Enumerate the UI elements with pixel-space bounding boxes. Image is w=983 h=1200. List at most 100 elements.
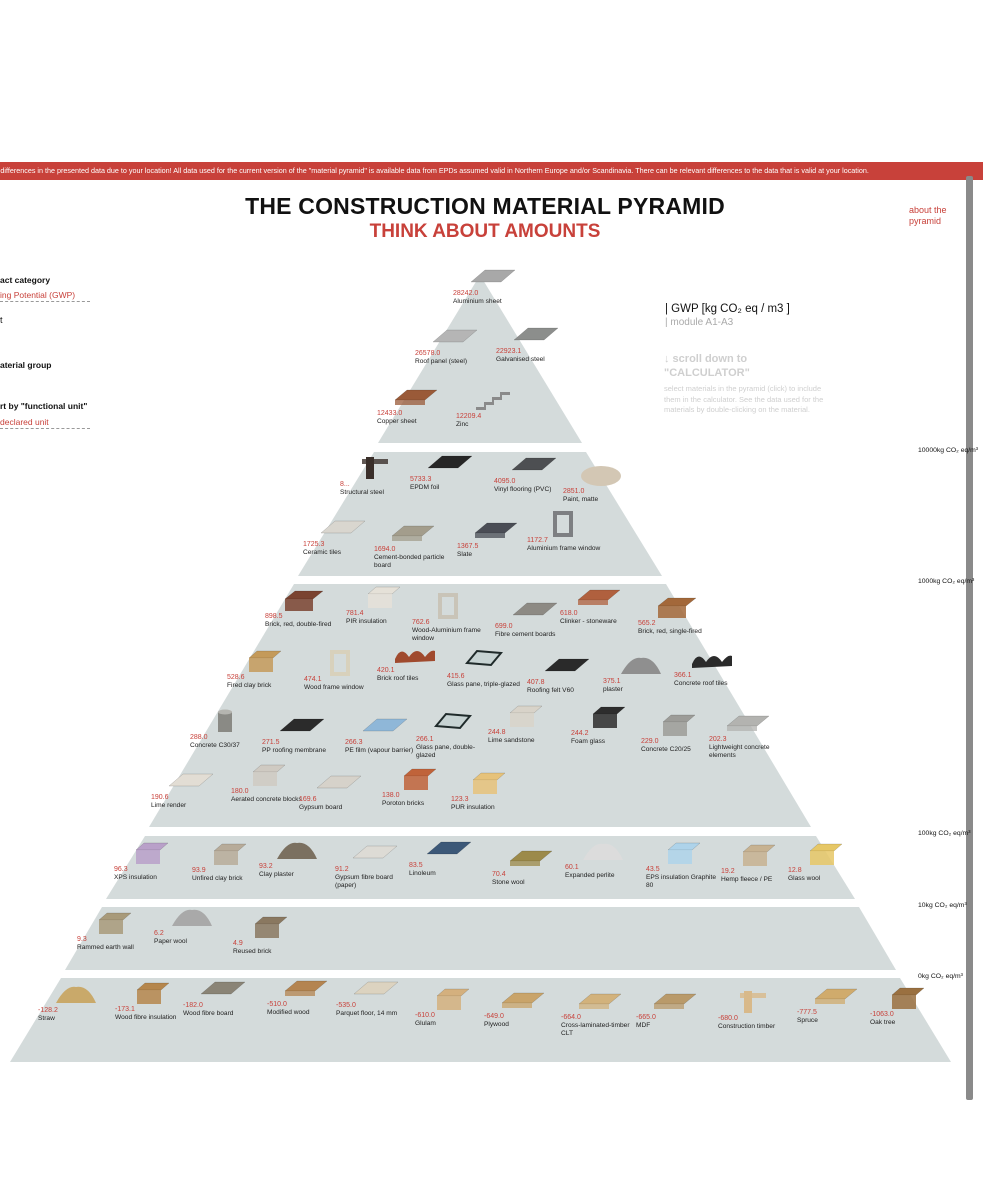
material-item[interactable]: 8... Structural steel xyxy=(340,455,420,497)
material-item[interactable]: 70.4 Stone wool xyxy=(492,845,572,887)
material-item[interactable]: 190.6 Lime render xyxy=(151,768,231,810)
material-name: Foam glass xyxy=(571,738,606,745)
material-item[interactable]: -535.0 Parquet floor, 14 mm xyxy=(336,976,416,1018)
material-item[interactable]: 4095.0 Vinyl flooring (PVC) xyxy=(494,452,574,494)
material-item[interactable]: 60.1 Expanded perlite xyxy=(565,838,645,880)
material-item[interactable]: 266.1 Glass pane, double-glazed xyxy=(416,710,496,760)
material-name: Galvanised steel xyxy=(496,356,545,363)
material-item[interactable]: 123.3 PUR insulation xyxy=(451,770,531,812)
material-thumbnail xyxy=(395,650,435,663)
material-item[interactable]: 229.0 Concrete C20/25 xyxy=(641,712,721,754)
material-item[interactable]: -665.0 MDF xyxy=(636,988,716,1030)
material-gwp-value: -777.5 xyxy=(797,1009,817,1016)
material-item[interactable]: 202.3 Lightweight concrete elements xyxy=(709,710,789,760)
material-item[interactable]: 2851.0 Paint, matte xyxy=(563,462,643,504)
about-link[interactable]: about the pyramid xyxy=(909,205,947,226)
material-name: Roofing felt V60 xyxy=(527,687,574,694)
material-name: Wood-Aluminium frame window xyxy=(412,627,481,643)
material-thumbnail xyxy=(578,993,622,1009)
material-gwp-value: 8... xyxy=(340,481,350,488)
material-gwp-value: -535.0 xyxy=(336,1002,356,1009)
material-item[interactable]: 1367.5 Slate xyxy=(457,517,537,559)
material-item[interactable]: 1694.0 Cement-bonded particle board xyxy=(374,520,454,570)
material-item[interactable]: 474.1 Wood frame window xyxy=(304,650,384,692)
material-item[interactable]: 565.2 Brick, red, single-fired xyxy=(638,594,718,636)
material-item[interactable]: 93.9 Unfired clay brick xyxy=(192,841,272,883)
material-group-heading[interactable]: aterial group xyxy=(0,360,52,370)
material-item[interactable]: 762.6 Wood-Aluminium frame window xyxy=(412,593,492,643)
material-item[interactable]: -610.0 Glulam xyxy=(415,986,495,1028)
material-item[interactable]: 1725.3 Ceramic tiles xyxy=(303,515,383,557)
impact-category-select[interactable]: ing Potential (GWP) xyxy=(0,290,90,302)
material-gwp-value: -649.0 xyxy=(484,1013,504,1020)
material-item[interactable]: -649.0 Plywood xyxy=(484,987,564,1029)
material-gwp-value: 474.1 xyxy=(304,676,322,683)
material-gwp-value: 12433.0 xyxy=(377,410,403,417)
material-item[interactable]: 22923.1 Galvanised steel xyxy=(496,322,576,364)
material-item[interactable]: -1063.0 Oak tree xyxy=(870,985,950,1027)
material-item[interactable]: 366.1 Concrete roof tiles xyxy=(674,646,754,688)
material-item[interactable]: 898.5 Brick, red, double-fired xyxy=(265,587,345,629)
material-item[interactable]: 699.0 Fibre cement boards xyxy=(495,597,575,639)
material-thumbnail xyxy=(740,991,766,1013)
material-item[interactable]: 138.0 Poroton bricks xyxy=(382,766,462,808)
material-item[interactable]: 9.3 Rammed earth wall xyxy=(77,910,157,952)
material-item[interactable]: -128.2 Straw xyxy=(38,981,118,1023)
material-item[interactable]: 5733.3 EPDM foil xyxy=(410,450,490,492)
material-item[interactable]: 375.1 plaster xyxy=(603,652,683,694)
vertical-scrollbar[interactable] xyxy=(966,176,973,1100)
material-item[interactable]: 415.6 Glass pane, triple-glazed xyxy=(447,647,527,689)
material-item[interactable]: 12209.4 Zinc xyxy=(456,387,536,429)
material-name: Concrete C30/37 xyxy=(190,742,240,749)
material-thumbnail xyxy=(742,844,776,866)
material-item[interactable]: 781.4 PIR insulation xyxy=(346,584,426,626)
material-item[interactable]: 93.2 Clay plaster xyxy=(259,837,339,879)
material-item[interactable]: 618.0 Clinker - stoneware xyxy=(560,584,640,626)
material-gwp-value: 26578.0 xyxy=(415,350,441,357)
material-item[interactable]: 12433.0 Copper sheet xyxy=(377,384,457,426)
material-name: Brick roof tiles xyxy=(377,675,419,682)
material-item[interactable]: 266.3 PE film (vapour barrier) xyxy=(345,713,425,755)
material-name: Unfired clay brick xyxy=(192,875,243,882)
material-item[interactable]: 83.5 Linoleum xyxy=(409,836,489,878)
material-gwp-value: -173.1 xyxy=(115,1006,135,1013)
scale-label: 1000kg CO₂ eq/m³ xyxy=(918,578,975,585)
material-item[interactable]: -182.0 Wood fibre board xyxy=(183,976,263,1018)
material-item[interactable]: 288.0 Concrete C30/37 xyxy=(190,708,270,750)
material-item[interactable]: 4.9 Reused brick xyxy=(233,914,313,956)
material-item[interactable]: -664.0 Cross-laminated-timber CLT xyxy=(561,988,641,1038)
material-thumbnail xyxy=(136,982,170,1004)
material-item[interactable]: -510.0 Modified wood xyxy=(267,975,347,1017)
material-item[interactable]: 19.2 Hemp fleece / PE xyxy=(721,842,801,884)
material-item[interactable]: 420.1 Brick roof tiles xyxy=(377,641,457,683)
material-item[interactable]: -173.1 Wood fibre insulation xyxy=(115,980,195,1022)
pyramid-tier-1 xyxy=(378,275,582,443)
material-item[interactable]: 26578.0 Roof panel (steel) xyxy=(415,324,495,366)
material-item[interactable]: 91.2 Gypsum fibre board (paper) xyxy=(335,840,415,890)
material-item[interactable]: -680.0 Construction timber xyxy=(718,989,798,1031)
material-item[interactable]: 528.6 Fired clay brick xyxy=(227,648,307,690)
material-item[interactable]: 28242.0 Aluminium sheet xyxy=(453,264,533,306)
material-thumbnail xyxy=(394,389,438,405)
impact-category-toggle[interactable]: t xyxy=(0,315,3,325)
material-gwp-value: 1725.3 xyxy=(303,541,325,548)
material-item[interactable]: 271.5 PP roofing membrane xyxy=(262,713,342,755)
material-name: Roof panel (steel) xyxy=(415,358,468,365)
material-item[interactable]: 12.8 Glass wool xyxy=(788,841,868,883)
material-gwp-value: -1063.0 xyxy=(870,1011,894,1018)
material-thumbnail xyxy=(592,706,626,728)
material-item[interactable]: 6.2 Paper wool xyxy=(154,904,234,946)
material-name: Expanded perlite xyxy=(565,872,615,879)
sort-unit-select[interactable]: declared unit xyxy=(0,417,90,429)
material-item[interactable]: 244.8 Lime sandstone xyxy=(488,703,568,745)
material-item[interactable]: 244.2 Foam glass xyxy=(571,704,651,746)
material-item[interactable]: 180.0 Aerated concrete blocks xyxy=(231,762,311,804)
material-item[interactable]: 1172.7 Aluminium frame window xyxy=(527,511,607,553)
material-item[interactable]: 43.5 EPS insulation Graphite 80 xyxy=(646,840,726,890)
material-item[interactable]: 407.8 Roofing felt V60 xyxy=(527,653,607,695)
calculator-hint-title[interactable]: ↓ scroll down to "CALCULATOR" xyxy=(664,353,750,379)
material-thumbnail xyxy=(362,718,408,732)
material-item[interactable]: 169.6 Gypsum board xyxy=(299,770,379,812)
material-item[interactable]: -777.5 Spruce xyxy=(797,983,877,1025)
material-item[interactable]: 96.3 XPS insulation xyxy=(114,840,194,882)
